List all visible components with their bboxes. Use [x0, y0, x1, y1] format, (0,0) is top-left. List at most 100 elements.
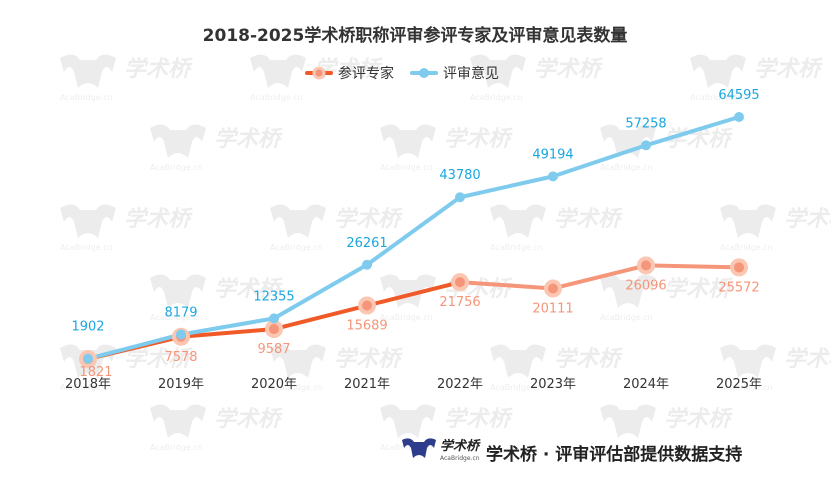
- legend-label-experts: 参评专家: [338, 65, 394, 82]
- reviews-data-label: 43780: [439, 168, 480, 183]
- reviews-data-label: 26261: [346, 236, 387, 251]
- watermark-bridge-icon: [250, 54, 306, 88]
- watermark-subtext: AcaBridge.cn: [150, 313, 203, 322]
- watermark-subtext: AcaBridge.cn: [150, 163, 203, 172]
- watermark-text: 学术桥: [214, 126, 283, 152]
- watermark-logo: 学术桥 AcaBridge.cn: [380, 404, 513, 452]
- experts-data-point: [730, 258, 748, 277]
- watermark-subtext: AcaBridge.cn: [250, 93, 303, 102]
- watermark-subtext: AcaBridge.cn: [470, 93, 523, 102]
- watermark-text: 学术桥: [124, 56, 193, 82]
- x-tick-label: 2024年: [623, 377, 669, 392]
- experts-series-line-projected: [458, 263, 741, 291]
- reviews-data-point: [176, 329, 186, 340]
- x-tick-label: 2020年: [251, 377, 297, 392]
- experts-data-label: 25572: [718, 280, 759, 295]
- watermark-bridge-icon: [470, 54, 526, 88]
- watermark-text: 学术桥: [534, 56, 603, 82]
- watermark-subtext: AcaBridge.cn: [600, 313, 653, 322]
- reviews-series-line: [86, 115, 741, 361]
- watermark-subtext: AcaBridge.cn: [720, 243, 773, 252]
- watermark-text: 学术桥: [754, 56, 823, 82]
- reviews-data-point: [269, 313, 279, 324]
- watermark-bridge-icon: [150, 274, 206, 308]
- watermark-subtext: AcaBridge.cn: [380, 443, 433, 452]
- watermark-text: 学术桥: [784, 346, 831, 372]
- watermark-text: 学术桥: [444, 406, 513, 432]
- watermark-bridge-icon: [270, 344, 326, 378]
- experts-data-point: [451, 273, 469, 292]
- reviews-data-point: [734, 112, 744, 122]
- reviews-data-label: 64595: [718, 88, 759, 103]
- watermark-bridge-icon: [720, 344, 776, 378]
- reviews-data-point: [362, 259, 372, 270]
- watermark-logo: 学术桥 AcaBridge.cn: [600, 274, 733, 322]
- watermark-logo: 学术桥 AcaBridge.cn: [270, 204, 403, 252]
- watermark-text: 学术桥: [664, 276, 733, 302]
- reviews-data-label: 57258: [625, 116, 666, 131]
- watermark-bridge-icon: [490, 204, 546, 238]
- experts-data-label: 15689: [346, 319, 387, 334]
- watermark-bridge-icon: [600, 124, 656, 158]
- watermark-text: 学术桥: [334, 206, 403, 232]
- chart-title: 2018-2025学术桥职称评审参评专家及评审意见表数量: [203, 25, 628, 46]
- watermark-bridge-icon: [600, 404, 656, 438]
- experts-data-label: 26096: [625, 278, 666, 293]
- watermark-subtext: AcaBridge.cn: [270, 243, 323, 252]
- watermark-subtext: AcaBridge.cn: [690, 93, 743, 102]
- watermark-logo: 学术桥 AcaBridge.cn: [60, 54, 193, 102]
- x-tick-label: 2023年: [530, 377, 576, 392]
- watermark-layer: 学术桥 AcaBridge.cn 学术桥 AcaBridge.cn 学术桥 AcaBrid…: [60, 54, 831, 452]
- x-axis: 2018年 2019年 2020年 2021年 2022年 2023年 2024年 2025年: [65, 377, 762, 392]
- watermark-text: 学术桥: [124, 206, 193, 232]
- legend: 参评专家 评审意见: [305, 65, 499, 82]
- watermark-subtext: AcaBridge.cn: [60, 93, 113, 102]
- watermark-logo: 学术桥 AcaBridge.cn: [720, 204, 831, 252]
- watermark-bridge-icon: [150, 404, 206, 438]
- watermark-bridge-icon: [690, 54, 746, 88]
- experts-data-label: 1821: [79, 365, 112, 380]
- reviews-data-label: 8179: [164, 305, 197, 320]
- watermark-subtext: AcaBridge.cn: [270, 383, 323, 392]
- watermark-bridge-icon: [490, 344, 546, 378]
- watermark-subtext: AcaBridge.cn: [600, 163, 653, 172]
- reviews-data-point: [83, 353, 93, 364]
- x-tick-label: 2019年: [158, 377, 204, 392]
- watermark-bridge-icon: [720, 204, 776, 238]
- reviews-data-label: 12355: [253, 289, 294, 304]
- watermark-text: 学术桥: [784, 206, 831, 232]
- legend-marker-experts: [312, 66, 326, 80]
- watermark-text: 学术桥: [664, 406, 733, 432]
- watermark-bridge-icon: [270, 204, 326, 238]
- experts-data-point: [265, 320, 283, 339]
- watermark-text: 学术桥: [214, 406, 283, 432]
- watermark-text: 学术桥: [444, 126, 513, 152]
- reviews-data-point: [455, 192, 465, 203]
- watermark-logo: 学术桥 AcaBridge.cn: [470, 54, 603, 102]
- watermark-logo: 学术桥 AcaBridge.cn: [690, 54, 823, 102]
- watermark-bridge-icon: [60, 204, 116, 238]
- watermark-logo: 学术桥 AcaBridge.cn: [380, 124, 513, 172]
- watermark-subtext: AcaBridge.cn: [720, 383, 773, 392]
- reviews-data-label: 49194: [532, 147, 573, 162]
- watermark-bridge-icon: [380, 404, 436, 438]
- watermark-subtext: AcaBridge.cn: [380, 163, 433, 172]
- watermark-subtext: AcaBridge.cn: [150, 443, 203, 452]
- x-tick-label: 2018年: [65, 377, 111, 392]
- reviews-data-point: [641, 140, 651, 151]
- watermark-subtext: AcaBridge.cn: [600, 443, 653, 452]
- watermark-bridge-icon: [380, 274, 436, 308]
- watermark-logo: 学术桥 AcaBridge.cn: [150, 124, 283, 172]
- reviews-data-label: 1902: [71, 320, 104, 335]
- watermark-logo: 学术桥 AcaBridge.cn: [600, 404, 733, 452]
- watermark-subtext: AcaBridge.cn: [380, 313, 433, 322]
